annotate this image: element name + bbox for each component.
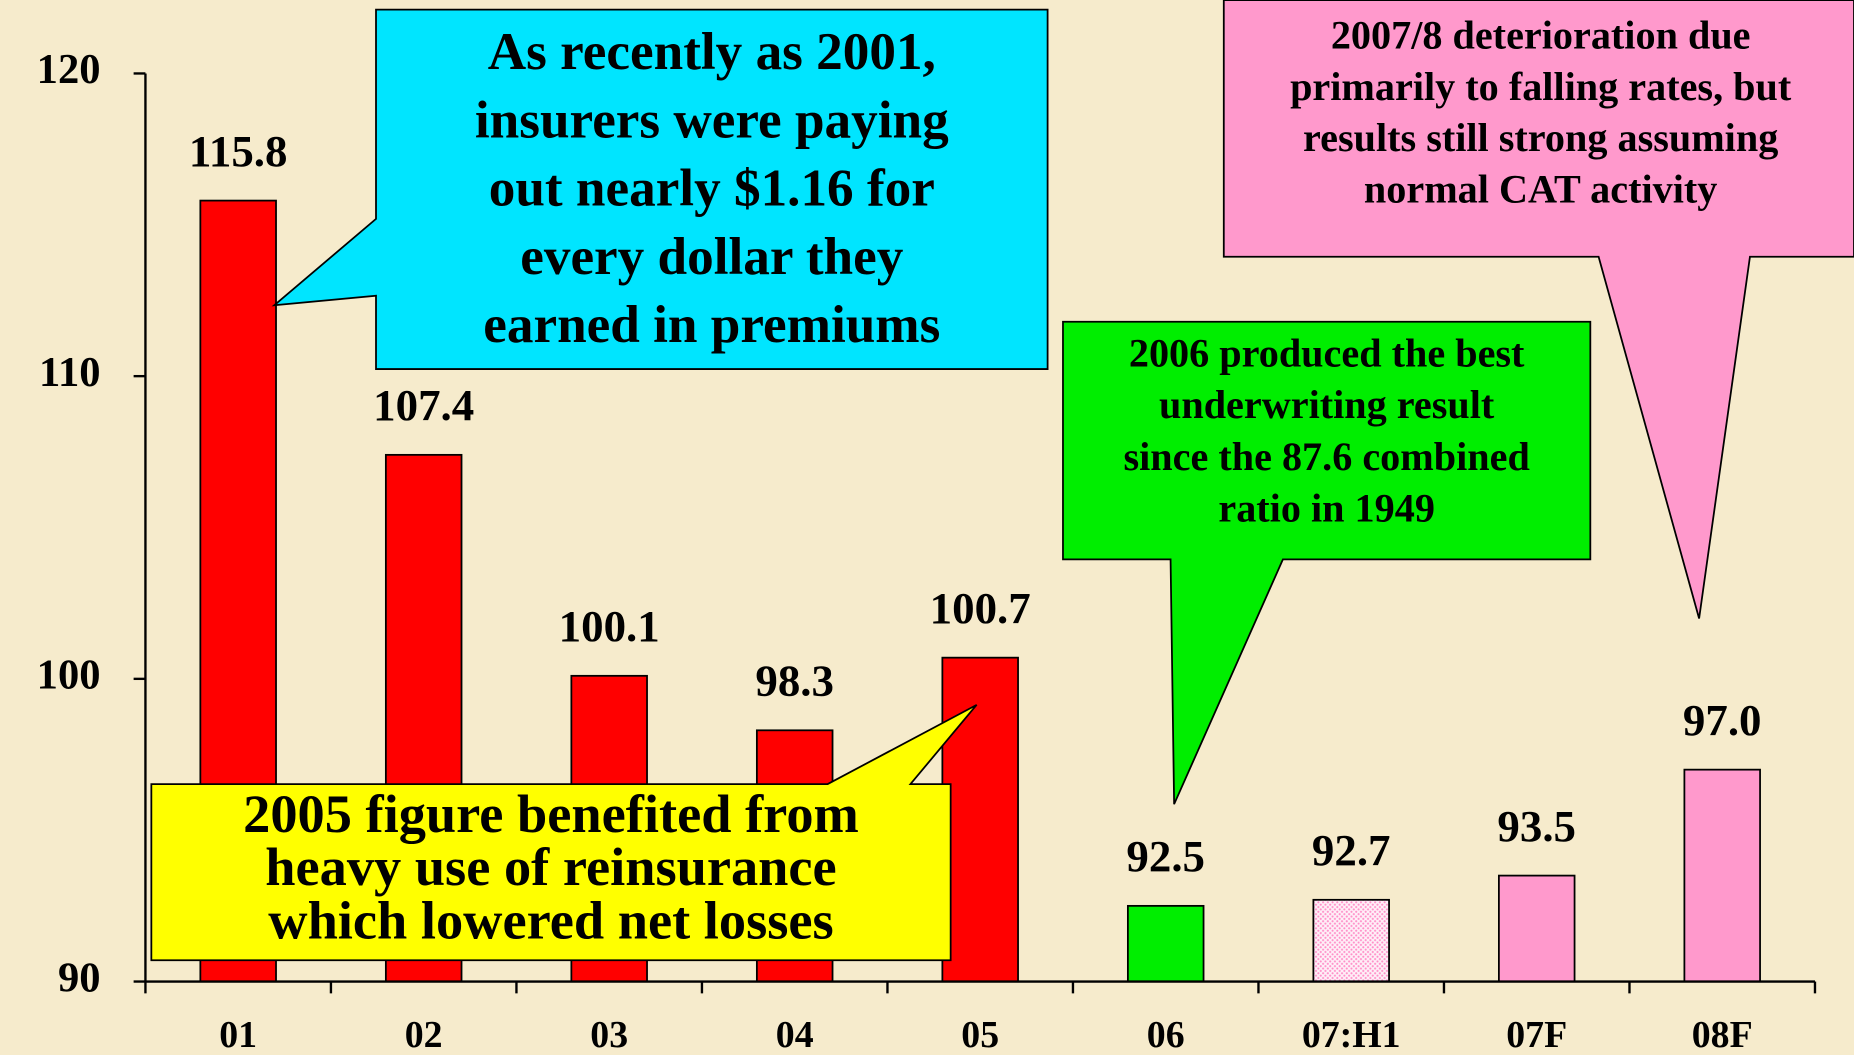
annotation-text: 2007/8 deterioration due — [1331, 12, 1751, 57]
bar — [941, 656, 1019, 983]
annotation-text: primarily to falling rates, but — [1290, 64, 1792, 109]
callout-box — [1222, 0, 1854, 619]
value-label: 93.5 — [1497, 801, 1576, 851]
annotation-text: results still strong assuming — [1303, 115, 1778, 160]
y-tick-label: 110 — [39, 349, 100, 396]
bar — [1312, 898, 1390, 983]
x-tick-label: 06 — [1147, 1014, 1185, 1055]
annotation-text: As recently as 2001, — [488, 22, 936, 81]
annotation-text: every dollar they — [520, 227, 903, 286]
x-tick-label: 02 — [405, 1014, 443, 1055]
annotation-text: since the 87.6 combined — [1123, 434, 1529, 479]
x-tick-label: 07:H1 — [1302, 1014, 1401, 1055]
x-tick-label: 04 — [776, 1014, 814, 1055]
annotation-text: 2006 produced the best — [1129, 330, 1525, 375]
value-label: 115.8 — [189, 126, 288, 176]
y-tick-label: 100 — [37, 652, 101, 699]
bar — [1497, 874, 1576, 983]
annotation-text: which lowered net losses — [268, 890, 833, 950]
x-tick-label: 07F — [1506, 1014, 1567, 1055]
value-label: 98.3 — [755, 656, 834, 706]
annotation-text: heavy use of reinsurance — [265, 837, 836, 897]
x-tick-label: 01 — [219, 1014, 257, 1055]
bar — [1126, 904, 1205, 983]
annotation-text: earned in premiums — [483, 295, 940, 354]
annotation-text: normal CAT activity — [1364, 167, 1717, 212]
value-label: 107.4 — [373, 380, 474, 430]
x-tick-label: 05 — [961, 1014, 999, 1055]
value-label: 92.7 — [1312, 825, 1391, 875]
value-label: 100.1 — [559, 601, 660, 651]
x-tick-label: 03 — [590, 1014, 628, 1055]
y-tick-label: 90 — [58, 954, 101, 1001]
value-label: 97.0 — [1683, 695, 1762, 745]
bar — [1683, 768, 1761, 983]
x-tick-label: 08F — [1692, 1014, 1753, 1055]
annotation-text: insurers were paying — [475, 90, 949, 149]
callout-box — [150, 704, 978, 962]
annotation-text: out nearly $1.16 for — [489, 159, 935, 218]
callout-box — [271, 8, 1049, 370]
value-label: 92.5 — [1126, 831, 1205, 881]
y-tick-label: 120 — [37, 46, 101, 93]
callout-box — [1062, 320, 1592, 805]
annotation-text: 2005 figure benefited from — [243, 784, 859, 844]
annotation-text: ratio in 1949 — [1218, 485, 1435, 530]
annotation-text: underwriting result — [1159, 382, 1495, 427]
value-label: 100.7 — [930, 583, 1031, 633]
